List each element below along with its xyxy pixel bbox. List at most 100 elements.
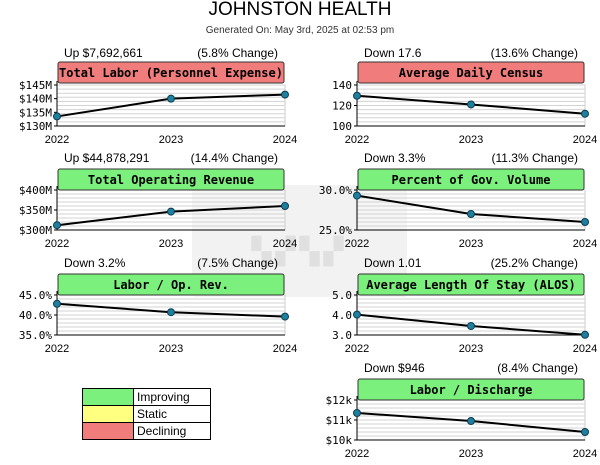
y-tick-label: $135M (19, 106, 52, 119)
y-tick-label: $400M (19, 184, 52, 197)
x-tick-label: 2023 (159, 134, 183, 146)
metric-title: Labor / Op. Rev. (113, 278, 229, 292)
x-tick-label: 2024 (573, 238, 597, 250)
y-tick-label: $12k (326, 394, 353, 407)
data-point (353, 91, 361, 100)
data-point (281, 90, 289, 99)
data-point (581, 218, 589, 226)
y-tick-label: $145M (19, 79, 52, 92)
change-text: Down $946 (364, 361, 425, 375)
data-point (281, 312, 289, 321)
percent-change: (5.8% Change) (197, 46, 278, 60)
data-point (581, 428, 589, 436)
watermark-logo: ▚▞▚▞ (192, 185, 407, 297)
x-tick-label: 2022 (345, 238, 369, 250)
legend-label-declining: Declining (133, 422, 211, 440)
y-tick-label: 3.0 (332, 329, 352, 342)
change-text: Down 3.3% (364, 151, 426, 165)
metric-title: Average Length Of Stay (ALOS) (366, 278, 576, 292)
metric-banner (57, 61, 285, 84)
x-tick-label: 2022 (345, 448, 369, 460)
x-tick-label: 2022 (45, 343, 69, 355)
x-tick-label: 2022 (345, 134, 369, 146)
metric-banner (57, 273, 285, 296)
x-tick-label: 2023 (459, 238, 483, 250)
data-point (467, 322, 475, 330)
legend-label-static: Static (133, 405, 211, 423)
x-tick-label: 2024 (273, 134, 297, 146)
x-tick-label: 2023 (459, 448, 483, 460)
data-point (53, 299, 61, 308)
data-point (281, 202, 289, 210)
page-title: JOHNSTON HEALTH (208, 0, 392, 20)
y-tick-label: 45.0% (19, 289, 52, 302)
x-tick-label: 2024 (573, 448, 597, 460)
y-tick-label: 4.0 (332, 309, 352, 322)
data-point (353, 310, 361, 319)
data-point (53, 221, 61, 230)
data-point (467, 100, 475, 109)
data-point (581, 109, 589, 118)
y-tick-label: 5.0 (332, 289, 352, 302)
metric-banner (357, 378, 585, 401)
x-tick-label: 2023 (159, 343, 183, 355)
x-tick-label: 2024 (573, 134, 597, 146)
x-tick-label: 2024 (573, 343, 597, 355)
percent-change: (25.2% Change) (491, 256, 578, 270)
y-tick-label: 120 (332, 100, 352, 113)
y-tick-label: $300M (19, 224, 52, 237)
data-point (167, 308, 175, 317)
metric-banner (357, 273, 585, 296)
x-tick-label: 2022 (45, 134, 69, 146)
change-text: Up $7,692,661 (64, 46, 143, 60)
y-tick-label: $140M (19, 93, 52, 106)
legend-swatch-improving (82, 388, 134, 406)
y-tick-label: $10k (326, 434, 353, 447)
x-tick-label: 2023 (459, 343, 483, 355)
metric-title: Percent of Gov. Volume (392, 173, 551, 187)
y-tick-label: 40.0% (19, 309, 52, 322)
percent-change: (11.3% Change) (492, 151, 579, 165)
legend-row-improving: Improving (82, 388, 211, 406)
change-text: Down 3.2% (64, 256, 126, 270)
x-tick-label: 2023 (459, 134, 483, 146)
y-tick-label: $130M (19, 120, 52, 133)
watermark-icon: ▚▞▚▞ (251, 237, 348, 267)
legend-row-static: Static (82, 405, 211, 423)
status-legend: Improving Static Declining (82, 388, 211, 440)
y-tick-label: $11k (326, 414, 353, 427)
change-text: Down 1.01 (364, 256, 422, 270)
data-point (581, 330, 589, 339)
x-tick-label: 2022 (45, 238, 69, 250)
metric-banner (57, 168, 285, 191)
y-tick-label: 100 (332, 120, 352, 133)
x-tick-label: 2024 (273, 343, 297, 355)
percent-change: (13.6% Change) (491, 46, 578, 60)
metric-title: Average Daily Census (399, 66, 544, 80)
data-point (353, 409, 361, 417)
y-tick-label: 140 (332, 79, 352, 92)
legend-row-declining: Declining (82, 422, 211, 440)
percent-change: (14.4% Change) (191, 151, 278, 165)
x-tick-label: 2023 (159, 238, 183, 250)
legend-label-improving: Improving (133, 388, 211, 406)
metric-title: Labor / Discharge (410, 383, 533, 397)
data-point (167, 207, 175, 216)
y-tick-label: 25.0% (319, 224, 352, 237)
data-point (167, 94, 175, 103)
percent-change: (7.5% Change) (197, 256, 278, 270)
change-text: Down 17.6 (364, 46, 422, 60)
data-point (353, 191, 361, 200)
metric-title: Total Operating Revenue (88, 173, 254, 187)
y-tick-label: 30.0% (319, 184, 352, 197)
legend-swatch-static (82, 405, 134, 423)
y-tick-label: 35.0% (19, 329, 52, 342)
percent-change: (8.4% Change) (497, 361, 578, 375)
metric-banner (357, 61, 585, 84)
generated-timestamp: Generated On: May 3rd, 2025 at 02:53 pm (205, 25, 395, 36)
data-point (467, 210, 475, 218)
x-tick-label: 2022 (345, 343, 369, 355)
metric-banner (357, 168, 585, 191)
data-point (53, 112, 61, 121)
change-text: Up $44,878,291 (64, 151, 150, 165)
